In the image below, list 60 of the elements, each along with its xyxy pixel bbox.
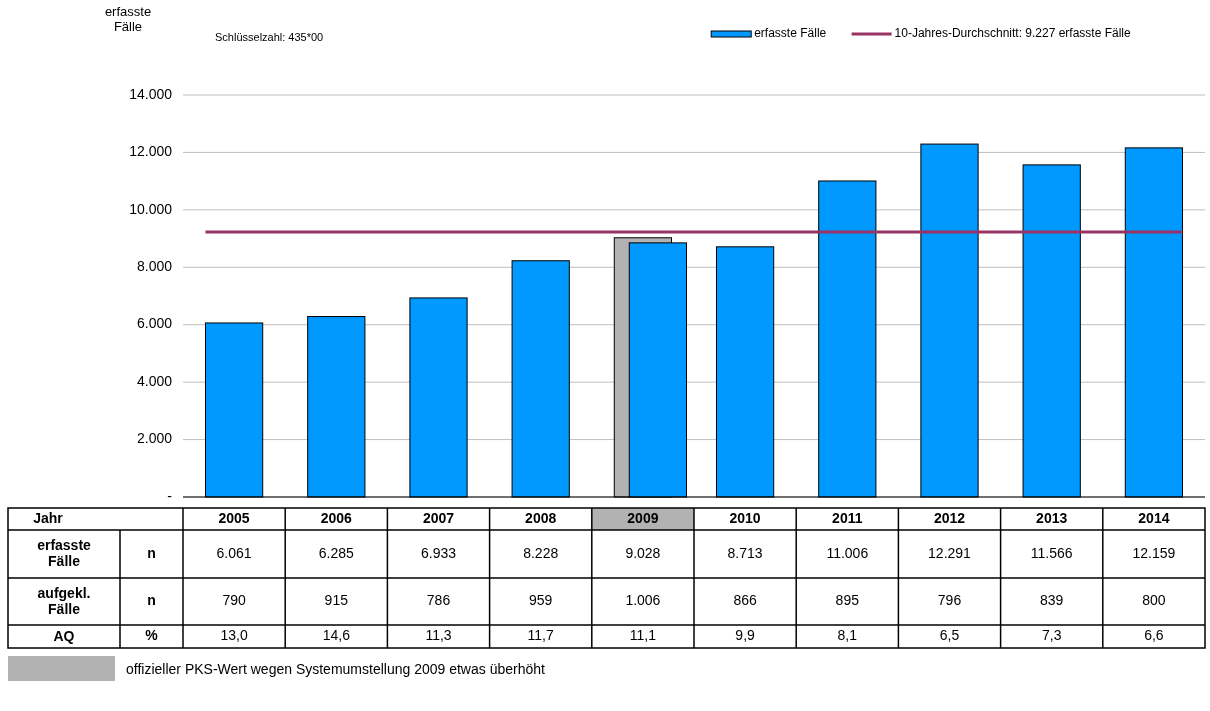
text: 6.933 xyxy=(420,544,457,561)
text: 12.159 xyxy=(1132,544,1176,561)
x-tick-label: 2008 xyxy=(525,509,557,526)
x-tick-label: 2005 xyxy=(218,509,250,526)
text: 13,0 xyxy=(220,627,248,644)
text: 800 xyxy=(1142,592,1166,609)
text: 11,3 xyxy=(425,627,452,644)
text: n xyxy=(147,544,156,561)
x-tick-label: 2013 xyxy=(1036,509,1068,526)
text: 796 xyxy=(937,592,962,609)
legend-label: 10-Jahres-Durchschnitt: 9.227 erfasste Fälle xyxy=(894,26,1132,41)
x-tick-label: 2007 xyxy=(422,509,455,526)
text: 9,9 xyxy=(735,627,756,644)
text: 1.006 xyxy=(625,592,661,609)
y-tick-label: 8.000 xyxy=(136,257,173,274)
y-tick-label: 12.000 xyxy=(129,143,173,160)
y-tick-label: 6.000 xyxy=(136,315,173,332)
text: Jahr xyxy=(33,509,64,526)
text: 786 xyxy=(426,592,451,609)
text: 11.006 xyxy=(826,544,869,561)
text: 6,6 xyxy=(1144,627,1164,644)
text: 839 xyxy=(1040,592,1064,609)
text: offizieller PKS-Wert wegen Systemumstellung 2009 etwas überhöht xyxy=(126,660,546,677)
text: 6.061 xyxy=(216,544,252,561)
text: 8.228 xyxy=(523,544,559,561)
text: 11,1 xyxy=(629,627,657,644)
text: aufgekl. Fälle xyxy=(37,584,91,617)
chart-subtitle: Schlüsselzahl: 435*00 xyxy=(215,31,324,43)
text: 8.713 xyxy=(727,544,763,561)
text: % xyxy=(145,627,159,644)
y-tick-label: 4.000 xyxy=(136,372,173,389)
text: 8,1 xyxy=(837,627,858,644)
text: AQ xyxy=(53,627,75,644)
x-tick-label: 2010 xyxy=(729,509,761,526)
y-tick-label: 10.000 xyxy=(129,200,173,217)
text: erfasste Fälle xyxy=(37,536,92,569)
x-tick-label: 2014 xyxy=(1138,509,1170,526)
text: 959 xyxy=(529,592,553,609)
x-tick-label: 2011 xyxy=(832,509,863,526)
legend-label: erfasste Fälle xyxy=(754,26,827,41)
x-tick-label: 2006 xyxy=(320,509,353,526)
y-axis-title: erfasste Fälle xyxy=(104,3,152,34)
x-tick-label: 2009 xyxy=(627,509,659,526)
text: 915 xyxy=(324,592,349,609)
text: 9.028 xyxy=(625,544,661,561)
text: 6.285 xyxy=(318,544,355,561)
x-tick-label: 2012 xyxy=(933,509,966,526)
text: 14,6 xyxy=(322,627,351,644)
text: 866 xyxy=(733,592,757,609)
text: n xyxy=(147,592,156,609)
text: 11.566 xyxy=(1030,544,1073,561)
text: 6,5 xyxy=(939,627,960,644)
y-tick-label: - xyxy=(167,487,173,504)
text: 7,3 xyxy=(1041,627,1062,644)
y-tick-label: 2.000 xyxy=(136,430,173,447)
y-tick-label: 14.000 xyxy=(129,85,173,102)
text: 790 xyxy=(222,592,246,609)
text: 12.291 xyxy=(928,544,972,561)
text: 11,7 xyxy=(527,627,555,644)
text: 895 xyxy=(835,592,860,609)
